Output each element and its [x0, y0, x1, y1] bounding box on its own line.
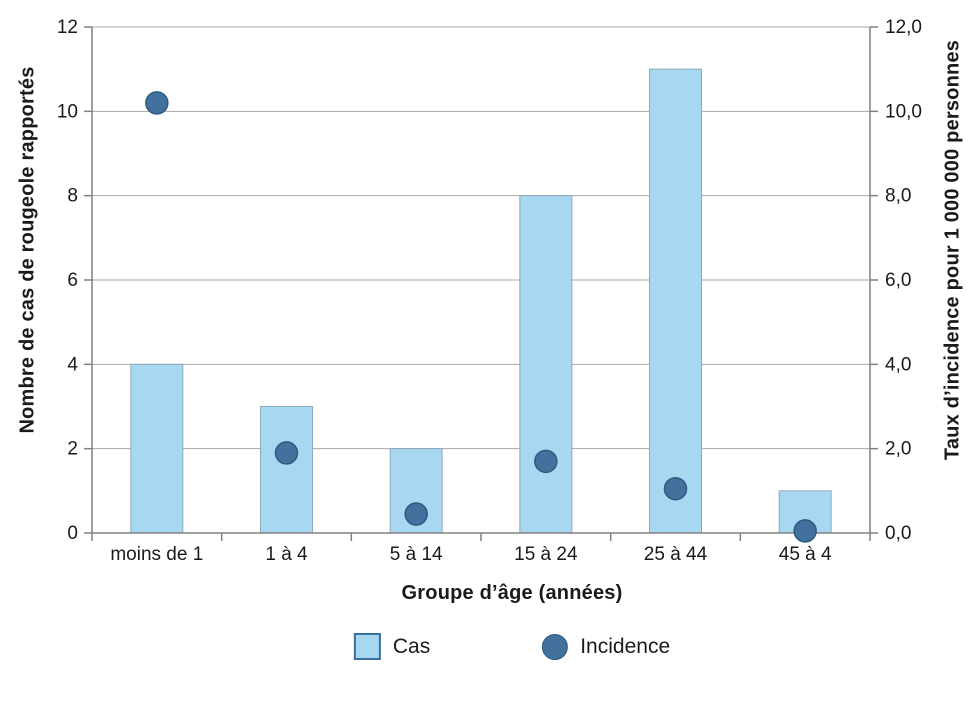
x-axis-category-label: 1 à 4 [265, 544, 308, 565]
right-axis-tick-label: 8,0 [885, 186, 911, 207]
right-axis-tick-label: 12,0 [885, 17, 922, 38]
incidence-dot-5 à 14 [404, 502, 428, 526]
legend-label-cas: Cas [392, 634, 431, 658]
chart-legend: Cas Incidence [353, 633, 671, 660]
incidence-swatch-icon [542, 633, 569, 660]
incidence-dot-moins de 1 [145, 91, 169, 115]
x-axis-category-label: 25 à 44 [644, 544, 708, 565]
incidence-dot-1 à 4 [274, 441, 299, 465]
incidence-dot-45 à 4 [793, 519, 817, 543]
x-axis-category-label: moins de 1 [110, 544, 203, 565]
right-axis-tick-label: 2,0 [885, 439, 911, 460]
incidence-dot-25 à 44 [663, 476, 688, 501]
x-axis-category-label: 15 à 24 [514, 544, 578, 565]
bar-25 à 44 [649, 68, 702, 534]
x-axis-title: Groupe d’âge (années) [401, 582, 623, 604]
right-axis-tick-label: 0,0 [885, 523, 911, 544]
left-axis-tick-label: 12 [57, 17, 78, 38]
bar-moins de 1 [130, 363, 184, 534]
right-axis-tick-label: 4,0 [885, 354, 911, 375]
legend-label-incidence: Incidence [580, 634, 671, 658]
left-axis-tick-label: 0 [67, 523, 78, 544]
right-axis-tick-label: 10,0 [885, 101, 922, 122]
left-axis-tick-label: 10 [57, 101, 78, 122]
legend-item-incidence: Incidence [542, 633, 671, 660]
x-axis-category-label: 45 à 4 [779, 544, 832, 565]
legend-item-cas: Cas [353, 633, 431, 660]
left-axis-tick-label: 4 [67, 354, 78, 375]
left-axis-tick-label: 2 [67, 439, 78, 460]
left-axis-tick-label: 8 [67, 186, 78, 207]
incidence-dot-15 à 24 [534, 449, 558, 474]
bar-15 à 24 [519, 195, 573, 534]
right-axis-tick-label: 6,0 [885, 270, 911, 291]
left-axis-tick-label: 6 [67, 270, 78, 291]
cas-swatch-icon [353, 633, 381, 660]
bar-1 à 4 [260, 406, 313, 534]
right-axis-title: Taux d’incidence pour 1 000 000 personne… [941, 39, 964, 461]
x-axis-category-label: 5 à 14 [390, 544, 443, 565]
left-axis-title: Nombre de cas de rougeole rapportés [16, 66, 39, 434]
